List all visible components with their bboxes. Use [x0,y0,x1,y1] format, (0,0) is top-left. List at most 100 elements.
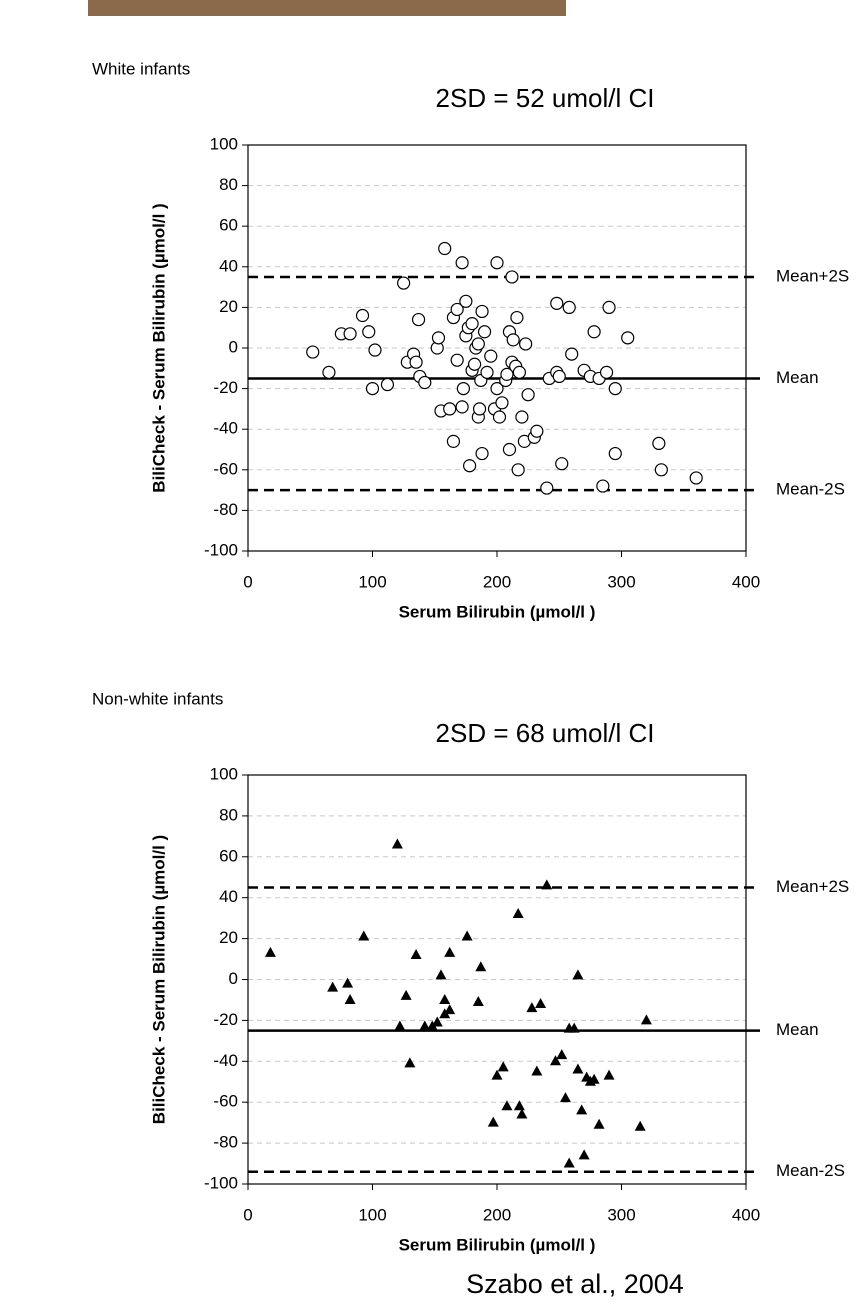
y-tick-label: 80 [219,175,238,194]
point [516,1108,528,1119]
point [689,471,703,485]
point [492,410,507,424]
point [599,365,614,379]
chart-subtitle: 2SD = 68 umol/l CI [436,718,655,748]
point [526,1002,538,1013]
point [475,961,487,972]
point [404,1057,416,1068]
point [365,382,380,396]
point [487,1116,499,1127]
point [465,317,479,331]
point [391,838,403,849]
y-tick-label: -100 [204,540,238,559]
point [550,296,564,310]
point [435,969,447,980]
point [531,1065,543,1076]
point [559,1092,571,1103]
point [455,256,469,270]
point [587,325,601,339]
point [602,300,616,314]
plot-frame [247,144,747,552]
point [608,446,622,461]
point [342,977,354,988]
point [550,1055,562,1066]
point [568,1022,580,1033]
x-tick-label: 300 [607,1205,635,1224]
point [471,337,485,351]
point [552,369,566,384]
y-tick-label: 60 [219,216,238,235]
point [472,995,484,1006]
point [444,1004,456,1015]
point [431,1016,443,1027]
reference-label: Mean [776,1020,819,1039]
x-tick-label: 400 [732,1205,760,1224]
point [477,325,492,339]
point [510,310,524,325]
y-tick-label: -20 [213,378,238,397]
y-tick-label: -60 [213,459,238,478]
point [512,908,524,919]
point [322,365,336,379]
chart-title: White infants [92,59,190,78]
y-tick-label: 100 [210,764,238,783]
point [555,457,569,471]
y-tick-label: -20 [213,1010,238,1029]
point [444,946,456,957]
point [654,463,668,477]
point [450,302,464,317]
y-axis-label: BiliCheck - Serum Bilirubin (µmol/l ) [149,203,168,492]
point [455,400,469,414]
x-tick-label: 0 [243,1205,252,1224]
x-axis-label: Serum Bilirubin (µmol/l ) [399,602,596,621]
x-tick-label: 300 [607,572,635,591]
point [596,479,610,493]
y-axis-label: BiliCheck - Serum Bilirubin (µmol/l ) [149,835,168,1124]
point [540,481,554,495]
point [572,1063,584,1074]
point [576,1104,588,1115]
point [355,308,370,323]
point [409,355,423,369]
point [563,1157,575,1168]
point [491,1069,503,1080]
point [640,1014,652,1025]
x-tick-label: 400 [732,572,760,591]
y-tick-label: 20 [219,928,238,947]
point [467,357,482,371]
y-tick-label: -100 [204,1173,238,1192]
point [572,969,584,980]
point [475,304,489,319]
point [556,1049,568,1060]
point [306,345,320,359]
point [506,333,520,347]
point [362,325,376,339]
point [621,331,635,345]
plot-frame [247,774,747,1185]
point [608,382,622,396]
y-tick-label: -80 [213,500,238,519]
point [565,347,579,361]
point [443,402,457,416]
point [513,1100,525,1111]
point [501,1100,513,1111]
reference-label: Mean+2S [776,877,849,896]
y-tick-label: 20 [219,297,238,316]
y-tick-label: -60 [213,1092,238,1111]
point [327,981,339,992]
y-tick-label: -40 [213,419,238,438]
point [431,331,446,345]
chart-title: Non-white infants [92,689,223,708]
point [484,349,498,363]
point [397,276,411,290]
y-tick-label: 80 [219,805,238,824]
point [511,463,525,477]
reference-label: Mean-2S [776,1161,845,1180]
point [438,241,452,256]
point [519,337,533,351]
point [480,365,494,379]
point [652,436,666,451]
y-tick-label: -80 [213,1133,238,1152]
y-tick-label: 0 [229,337,238,356]
